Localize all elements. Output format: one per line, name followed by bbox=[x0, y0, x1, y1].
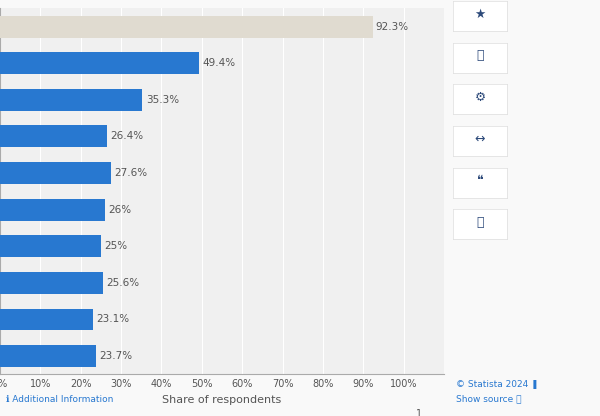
Text: ❝: ❝ bbox=[476, 174, 484, 187]
Text: ↔: ↔ bbox=[475, 132, 485, 146]
Text: 92.3%: 92.3% bbox=[376, 22, 409, 32]
Bar bbox=[0, 16, 373, 37]
Text: © Statista 2024 ❚: © Statista 2024 ❚ bbox=[456, 380, 539, 389]
Text: 35.3%: 35.3% bbox=[146, 95, 179, 105]
Text: 26.4%: 26.4% bbox=[110, 131, 143, 141]
Text: 27.6%: 27.6% bbox=[115, 168, 148, 178]
Text: 26%: 26% bbox=[108, 205, 131, 215]
Text: 23.7%: 23.7% bbox=[99, 351, 132, 361]
Text: 1...: 1... bbox=[416, 409, 431, 416]
Bar bbox=[0, 199, 105, 220]
Bar bbox=[0, 126, 107, 147]
Bar bbox=[0, 52, 199, 74]
Text: Show source ⓘ: Show source ⓘ bbox=[456, 394, 521, 404]
Text: ★: ★ bbox=[475, 7, 485, 21]
Text: ⚙: ⚙ bbox=[475, 91, 485, 104]
Text: 49.4%: 49.4% bbox=[203, 58, 236, 68]
Text: ⎙: ⎙ bbox=[476, 215, 484, 229]
Text: ℹ Additional Information: ℹ Additional Information bbox=[6, 394, 113, 404]
Text: 23.1%: 23.1% bbox=[97, 314, 130, 324]
Bar bbox=[0, 345, 95, 367]
Bar bbox=[0, 162, 112, 184]
Bar bbox=[0, 309, 93, 330]
Text: 25%: 25% bbox=[104, 241, 127, 251]
Bar bbox=[0, 272, 103, 294]
Text: 25.6%: 25.6% bbox=[107, 278, 140, 288]
Bar bbox=[0, 89, 142, 111]
X-axis label: Share of respondents: Share of respondents bbox=[163, 395, 281, 405]
Bar bbox=[0, 235, 101, 257]
Text: 🔔: 🔔 bbox=[476, 49, 484, 62]
